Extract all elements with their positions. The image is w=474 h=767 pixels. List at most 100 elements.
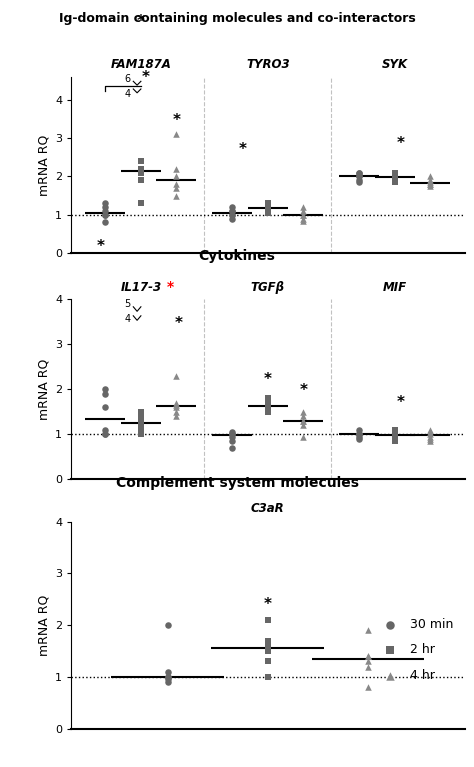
Point — [264, 406, 272, 418]
Point — [264, 640, 272, 652]
Point — [264, 201, 272, 213]
Point — [364, 681, 372, 693]
Point — [364, 650, 372, 663]
Point — [137, 174, 145, 186]
Point — [264, 645, 272, 657]
Point — [101, 423, 109, 436]
Text: *: * — [300, 384, 307, 398]
Text: MIF: MIF — [383, 281, 407, 294]
Point — [356, 433, 363, 445]
Point — [300, 209, 307, 221]
Point — [228, 205, 236, 217]
Point — [228, 201, 236, 213]
Point — [391, 435, 399, 447]
Point — [164, 666, 172, 678]
Point — [300, 430, 307, 443]
Point — [173, 178, 180, 190]
Text: *: * — [397, 394, 405, 410]
Point — [300, 410, 307, 423]
Point — [427, 430, 434, 443]
Point — [173, 163, 180, 175]
Point — [164, 673, 172, 686]
Point — [101, 401, 109, 413]
Point — [101, 209, 109, 221]
Point — [173, 128, 180, 140]
Point — [137, 163, 145, 175]
Point — [391, 170, 399, 183]
Point — [427, 423, 434, 436]
Point — [264, 634, 272, 647]
Point — [356, 166, 363, 179]
Point — [300, 406, 307, 418]
Point — [264, 205, 272, 217]
Point — [427, 433, 434, 445]
Text: FAM187A: FAM187A — [110, 58, 171, 71]
Text: 4: 4 — [125, 314, 131, 324]
Point — [101, 428, 109, 440]
Point — [300, 415, 307, 427]
Text: 4: 4 — [125, 89, 131, 99]
Point — [391, 176, 399, 188]
Point — [427, 428, 434, 440]
Point — [356, 166, 363, 179]
Point — [264, 670, 272, 683]
Point — [264, 397, 272, 409]
Point — [137, 428, 145, 440]
Point — [391, 426, 399, 438]
Point — [264, 197, 272, 209]
Point — [364, 624, 372, 637]
Text: Cytokines: Cytokines — [199, 249, 275, 263]
Text: TYRO3: TYRO3 — [246, 58, 290, 71]
Point — [137, 406, 145, 418]
Point — [101, 387, 109, 400]
Text: *: * — [238, 142, 246, 157]
Point — [101, 209, 109, 221]
Y-axis label: mRNA RQ: mRNA RQ — [38, 134, 51, 196]
Point — [300, 209, 307, 221]
Point — [356, 428, 363, 440]
Y-axis label: mRNA RQ: mRNA RQ — [38, 358, 51, 420]
Y-axis label: mRNA RQ: mRNA RQ — [38, 594, 51, 656]
Text: Complement system molecules: Complement system molecules — [116, 476, 358, 489]
Point — [264, 655, 272, 667]
Point — [228, 428, 236, 440]
Point — [364, 655, 372, 667]
Point — [101, 197, 109, 209]
Point — [173, 399, 180, 411]
Point — [137, 419, 145, 431]
Point — [364, 660, 372, 673]
Point — [264, 634, 272, 647]
Text: 6: 6 — [125, 74, 131, 84]
Point — [101, 205, 109, 217]
Text: SYK: SYK — [382, 58, 408, 71]
Point — [356, 170, 363, 183]
Point — [101, 428, 109, 440]
Point — [101, 201, 109, 213]
Point — [427, 435, 434, 447]
Point — [356, 176, 363, 188]
Point — [173, 397, 180, 409]
Point — [228, 442, 236, 454]
Point — [173, 170, 180, 183]
Point — [391, 173, 399, 185]
Point — [427, 178, 434, 190]
Point — [356, 174, 363, 186]
Text: *: * — [264, 372, 272, 387]
Point — [228, 435, 236, 447]
Text: C3aR: C3aR — [251, 502, 284, 515]
Point — [356, 423, 363, 436]
Point — [173, 401, 180, 413]
Point — [300, 205, 307, 217]
Point — [427, 426, 434, 438]
Point — [264, 401, 272, 413]
Text: *: * — [166, 280, 173, 294]
Point — [173, 189, 180, 202]
Point — [356, 170, 363, 183]
Point — [264, 670, 272, 683]
Point — [427, 174, 434, 186]
Point — [391, 174, 399, 186]
Point — [137, 423, 145, 436]
Point — [101, 216, 109, 229]
Point — [101, 384, 109, 396]
Point — [137, 28, 145, 41]
